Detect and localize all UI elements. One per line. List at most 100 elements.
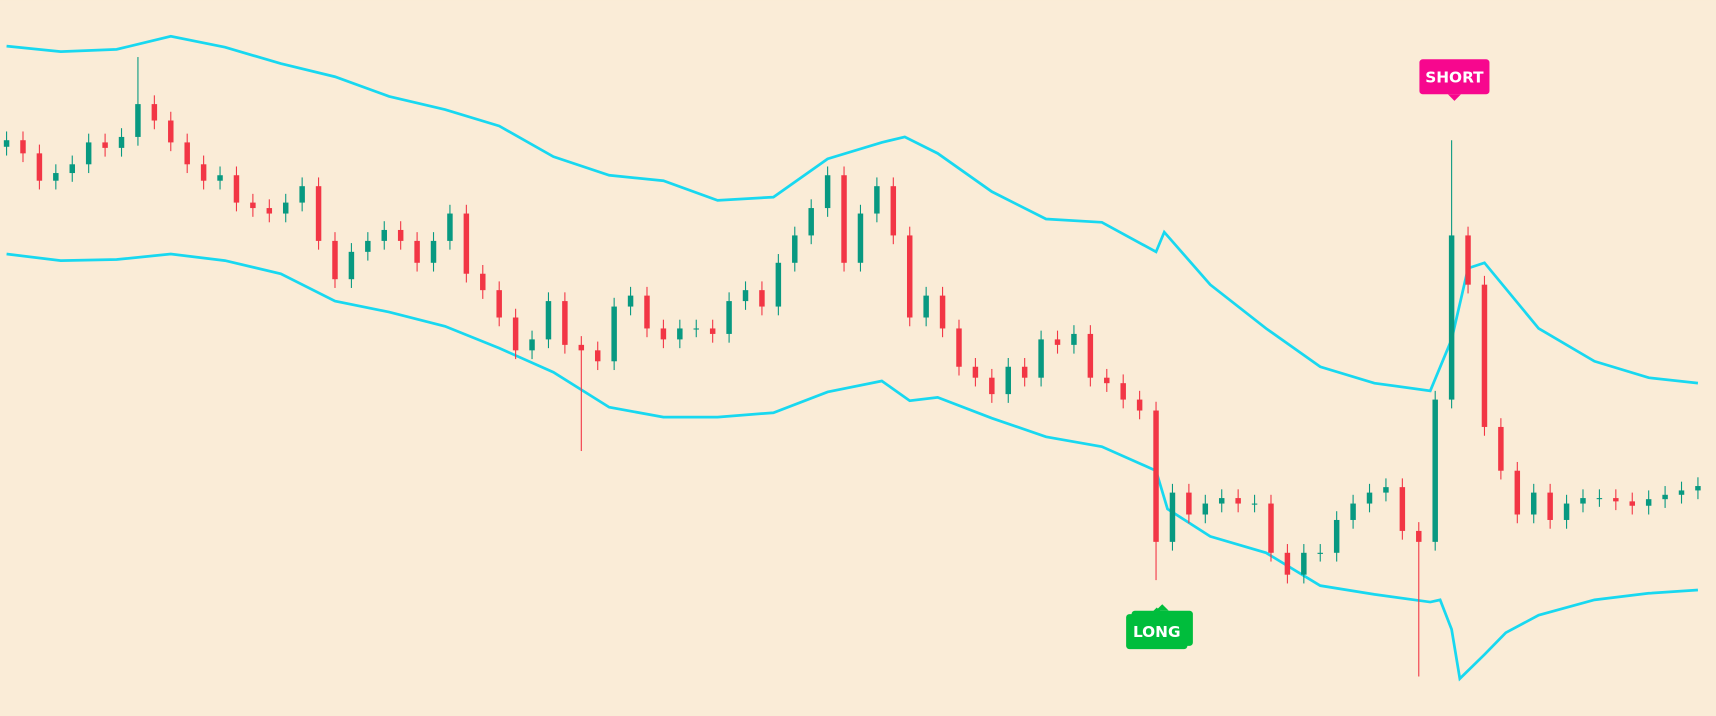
candle-body <box>53 173 59 181</box>
candle-body <box>562 301 568 345</box>
candle-body <box>168 120 174 143</box>
candle-body <box>1186 492 1192 515</box>
candle-body <box>775 262 782 307</box>
candle-body <box>939 295 946 329</box>
candle-body <box>282 202 289 214</box>
candle-body <box>1021 366 1028 378</box>
candle-body <box>808 208 814 236</box>
candle-body <box>200 164 207 181</box>
candle-body <box>1547 492 1553 520</box>
candle-body <box>1235 498 1241 504</box>
candle-body <box>726 301 732 334</box>
candle-body <box>906 235 913 318</box>
signal-box <box>1419 59 1490 95</box>
candle-body <box>611 306 617 362</box>
candle-body <box>1514 470 1521 515</box>
candle-body <box>1153 410 1159 542</box>
candle-body <box>135 104 141 137</box>
candle-body <box>430 240 437 263</box>
candle-body <box>1432 399 1438 542</box>
candle-body <box>463 213 470 274</box>
candle-body <box>1136 399 1143 411</box>
signal-pointer <box>1150 607 1164 615</box>
candle-body <box>1054 339 1061 345</box>
candle-body <box>381 229 387 241</box>
candle-body <box>1678 490 1685 495</box>
candle-body <box>1580 498 1586 504</box>
candle-body <box>348 251 355 280</box>
candle-body <box>1530 492 1537 515</box>
candle-body <box>792 235 798 263</box>
candle-body <box>365 240 371 252</box>
candle-body <box>709 328 716 334</box>
candle-body <box>414 240 420 263</box>
candle-body <box>85 142 92 165</box>
candle-body <box>315 186 322 241</box>
candle-body <box>266 208 273 214</box>
candle-body <box>3 140 10 147</box>
candle-body <box>1481 284 1488 427</box>
candle-body <box>299 186 305 203</box>
candle-body <box>332 240 338 280</box>
signal-pointer <box>1155 604 1169 611</box>
candle-body <box>1005 366 1011 395</box>
candle-body <box>677 328 683 340</box>
candle-body <box>742 290 749 302</box>
candle-body <box>1317 552 1323 554</box>
candle-body <box>660 328 667 340</box>
candle-body <box>1218 498 1225 504</box>
candle-body <box>923 295 929 318</box>
candle-body <box>233 175 240 203</box>
candle-body <box>250 202 256 209</box>
candle-body <box>397 229 404 241</box>
candle-body <box>972 366 979 378</box>
candle-body <box>184 142 190 165</box>
candle-body <box>956 328 962 367</box>
candle-body <box>36 153 43 181</box>
candle-body <box>594 350 601 362</box>
candle-body <box>496 290 502 318</box>
candle-body <box>1416 530 1422 542</box>
candle-body <box>1202 503 1209 515</box>
candle-body <box>512 317 519 351</box>
candle-body <box>824 175 831 209</box>
candle-body <box>627 295 634 307</box>
candle-body <box>1366 492 1373 504</box>
candle-body <box>1038 339 1044 378</box>
candle-body <box>1284 552 1291 575</box>
candle-body <box>1301 552 1307 575</box>
candle-body <box>1169 492 1176 542</box>
candle-body <box>1465 235 1471 285</box>
candle-body <box>102 142 108 148</box>
candle-body <box>1498 426 1504 471</box>
candle-body <box>1645 499 1652 506</box>
candle-body <box>857 213 864 263</box>
candle-body <box>578 344 585 351</box>
candle-body <box>217 175 223 181</box>
candle-body <box>480 273 486 291</box>
candle-body <box>1251 503 1258 505</box>
candle-body <box>447 213 453 241</box>
candle-body <box>1104 377 1110 384</box>
candle-body <box>1120 383 1126 400</box>
candle-body <box>69 164 75 174</box>
candle-body <box>529 339 535 351</box>
candle-body <box>20 140 26 154</box>
signal-label: LONG <box>1133 623 1181 641</box>
candle-body <box>1695 486 1701 491</box>
candle-body <box>118 136 125 148</box>
candle-body <box>1448 235 1455 400</box>
candle-body <box>1662 494 1668 500</box>
candle-body <box>644 295 650 329</box>
candle-body <box>1268 503 1274 553</box>
signal-pointer <box>1447 94 1462 101</box>
candle-body <box>1333 519 1340 553</box>
candle-body <box>1087 333 1094 378</box>
candle-body <box>1629 501 1635 506</box>
candle-body <box>1613 498 1619 502</box>
candle-body <box>151 104 158 121</box>
candle-body <box>759 290 765 307</box>
